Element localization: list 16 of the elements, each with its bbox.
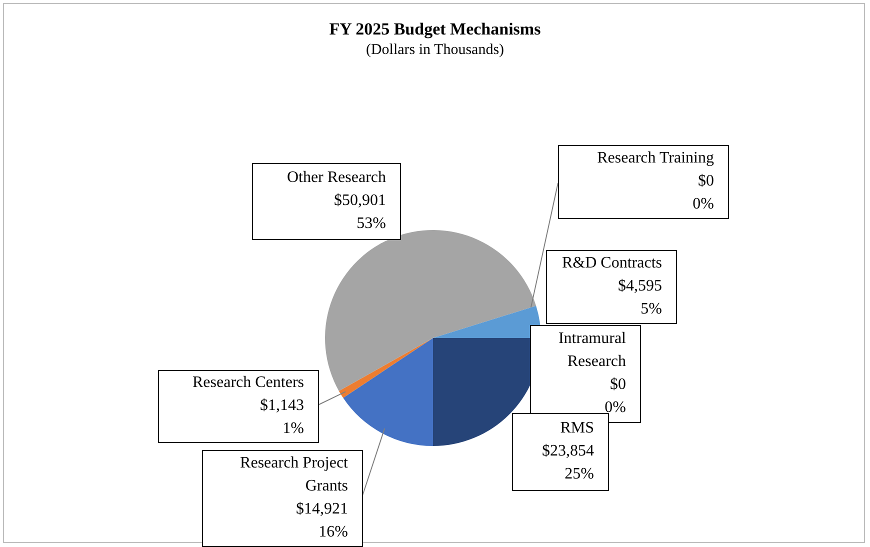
slice-label: R&D Contracts	[562, 254, 662, 272]
data-label: $14,921 16%	[296, 500, 348, 541]
category-label: Intramural Research	[558, 330, 626, 370]
data-label: $1,143 1%	[260, 397, 304, 438]
category-label: Research Training	[597, 150, 714, 167]
chart-title: FY 2025 Budget Mechanisms	[329, 19, 542, 38]
slice-label: Research Project Grants	[240, 454, 349, 495]
slice-label: Research Centers	[192, 374, 304, 392]
chart-subtitle: (Dollars in Thousands)	[366, 42, 504, 58]
data-label: $4,595 5%	[618, 278, 662, 318]
slice-label: Other Research	[286, 169, 386, 186]
text: $0 0%	[604, 376, 626, 416]
data-label: $23,854 25%	[542, 442, 594, 483]
text: $0 0%	[692, 172, 714, 213]
data-label: $50,901 53%	[334, 192, 386, 232]
slice-label: RMS	[560, 420, 594, 437]
